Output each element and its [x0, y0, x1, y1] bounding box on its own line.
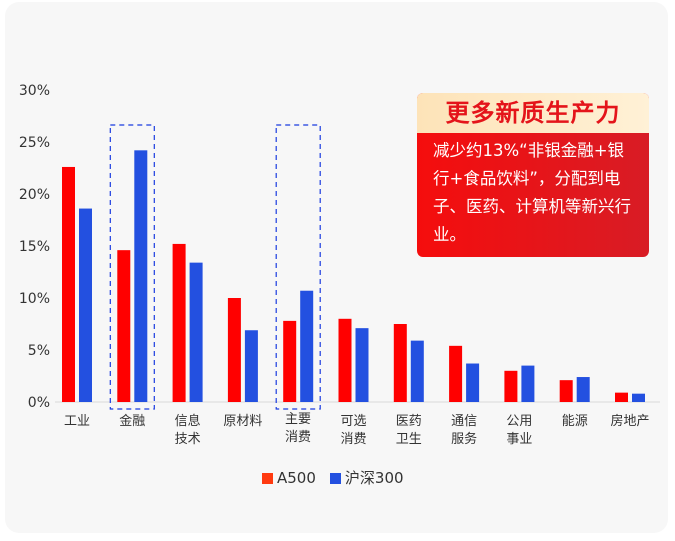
- x-tick-label: 工业: [64, 414, 90, 429]
- bar-hs300: [466, 363, 480, 402]
- x-tick-label: 可选: [340, 414, 366, 429]
- legend-label: 沪深300: [344, 469, 404, 487]
- x-tick-label: 信息: [175, 413, 201, 429]
- legend-swatch: [329, 473, 341, 484]
- y-tick-label: 20%: [19, 187, 50, 203]
- y-tick-label: 25%: [19, 135, 50, 151]
- x-tick-label: 技术: [175, 432, 201, 447]
- x-tick-label: 金融: [119, 413, 145, 429]
- bar-a500: [283, 320, 297, 402]
- bar-hs300: [300, 290, 314, 402]
- x-tick-label: 消费: [340, 432, 366, 447]
- x-tick-label: 原材料: [223, 414, 262, 429]
- bar-a500: [117, 250, 131, 402]
- bar-a500: [227, 298, 241, 402]
- x-tick-label: 卫生: [396, 432, 422, 447]
- bar-hs300: [244, 330, 258, 402]
- bar-hs300: [521, 365, 535, 402]
- bar-a500: [62, 166, 75, 402]
- legend-item-a500: A500: [262, 469, 316, 487]
- bar-a500: [449, 345, 463, 402]
- legend-item-hs300: 沪深300: [329, 467, 404, 488]
- x-tick-label: 能源: [562, 414, 588, 429]
- x-tick-label: 事业: [506, 432, 532, 447]
- bar-hs300: [410, 340, 424, 402]
- callout-title: 更多新质生产力: [417, 93, 649, 133]
- y-tick-label: 5%: [28, 343, 50, 359]
- y-tick-label: 15%: [19, 239, 50, 255]
- bar-hs300: [79, 208, 92, 402]
- bar-hs300: [189, 262, 203, 402]
- x-tick-label: 服务: [451, 431, 477, 447]
- y-tick-label: 0%: [28, 395, 50, 411]
- callout-body: 减少约13%“非银金融+银行+食品饮料”，分配到电子、医药、计算机等新兴行业。: [433, 141, 631, 244]
- y-tick-label: 30%: [19, 83, 50, 99]
- x-tick-label-main-consumer: 主要消费: [284, 412, 311, 445]
- x-tick-label: 公用: [506, 414, 532, 429]
- legend-swatch: [262, 472, 273, 484]
- callout-box: 更多新质生产力 减少约13%“非银金融+银行+食品饮料”，分配到电子、医药、计算…: [417, 93, 649, 257]
- x-tick-label: 通信: [451, 414, 477, 429]
- x-tick-label: 医药: [396, 414, 422, 429]
- bar-hs300: [355, 328, 369, 402]
- card-background: [5, 2, 668, 533]
- bar-a500: [393, 324, 407, 402]
- bar-a500: [338, 318, 352, 402]
- bar-hs300: [632, 393, 645, 402]
- bar-a500: [172, 243, 186, 402]
- bar-hs300: [134, 150, 148, 402]
- bar-a500: [559, 380, 573, 402]
- bar-a500: [504, 370, 518, 402]
- legend: A500 沪深300: [262, 467, 404, 488]
- highlight-box: [275, 124, 321, 410]
- y-tick-label: 10%: [19, 291, 50, 307]
- x-tick-label: 房地产: [610, 413, 649, 429]
- bar-a500: [615, 392, 628, 402]
- bar-hs300: [576, 377, 590, 402]
- legend-label: A500: [277, 468, 316, 487]
- highlight-box: [109, 124, 155, 410]
